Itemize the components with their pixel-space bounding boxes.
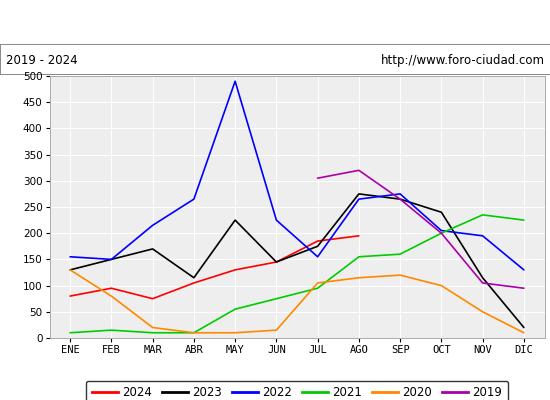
Text: 2019 - 2024: 2019 - 2024 <box>6 54 77 67</box>
Text: Evolucion Nº Turistas Nacionales en el municipio de Amavida: Evolucion Nº Turistas Nacionales en el m… <box>51 14 499 30</box>
Legend: 2024, 2023, 2022, 2021, 2020, 2019: 2024, 2023, 2022, 2021, 2020, 2019 <box>86 380 508 400</box>
Text: http://www.foro-ciudad.com: http://www.foro-ciudad.com <box>381 54 544 67</box>
